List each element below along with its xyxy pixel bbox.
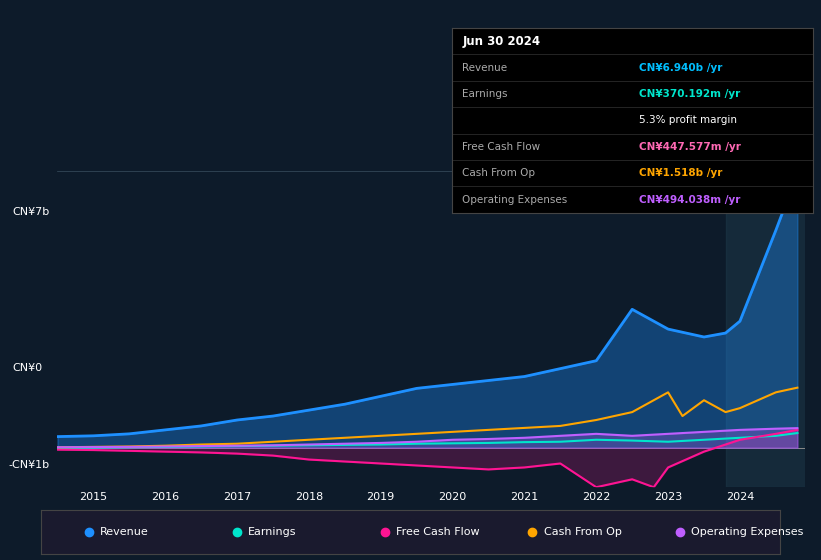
Text: Free Cash Flow: Free Cash Flow bbox=[396, 527, 479, 537]
Text: Cash From Op: Cash From Op bbox=[544, 527, 621, 537]
Bar bbox=[726, 151, 812, 487]
Text: CN¥6.940b /yr: CN¥6.940b /yr bbox=[640, 63, 722, 73]
Text: Earnings: Earnings bbox=[462, 89, 508, 99]
Text: Jun 30 2024: Jun 30 2024 bbox=[462, 35, 540, 48]
Text: Earnings: Earnings bbox=[248, 527, 296, 537]
Text: 5.3% profit margin: 5.3% profit margin bbox=[640, 115, 737, 125]
Text: Revenue: Revenue bbox=[462, 63, 507, 73]
Text: Operating Expenses: Operating Expenses bbox=[462, 195, 567, 204]
Text: CN¥370.192m /yr: CN¥370.192m /yr bbox=[640, 89, 741, 99]
Text: CN¥7b: CN¥7b bbox=[12, 207, 50, 217]
Text: CN¥494.038m /yr: CN¥494.038m /yr bbox=[640, 195, 741, 204]
Text: Free Cash Flow: Free Cash Flow bbox=[462, 142, 540, 152]
Text: Cash From Op: Cash From Op bbox=[462, 168, 535, 178]
Text: CN¥0: CN¥0 bbox=[12, 363, 43, 373]
Text: CN¥447.577m /yr: CN¥447.577m /yr bbox=[640, 142, 741, 152]
Text: CN¥1.518b /yr: CN¥1.518b /yr bbox=[640, 168, 722, 178]
Text: Operating Expenses: Operating Expenses bbox=[691, 527, 804, 537]
Text: Revenue: Revenue bbox=[100, 527, 149, 537]
Text: -CN¥1b: -CN¥1b bbox=[9, 460, 50, 470]
